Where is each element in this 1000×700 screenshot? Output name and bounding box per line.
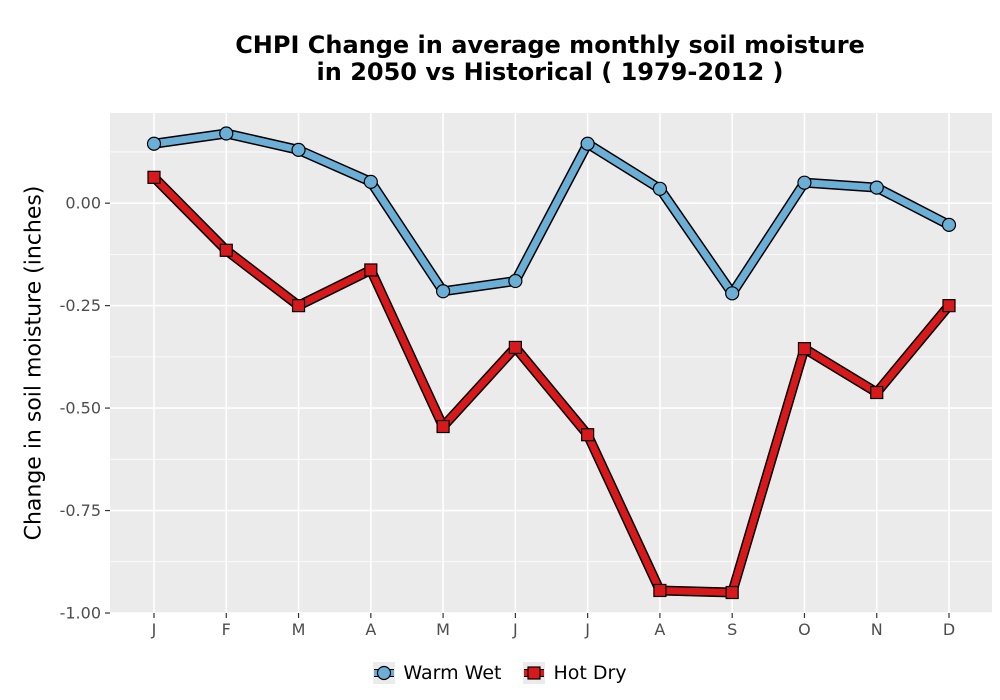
series-line xyxy=(150,173,953,597)
x-tick-label: D xyxy=(943,620,955,639)
data-point xyxy=(797,175,812,190)
data-point xyxy=(942,299,956,313)
y-tick-label: -1.00 xyxy=(60,604,101,623)
data-point xyxy=(580,136,595,151)
data-point xyxy=(508,340,522,355)
data-point xyxy=(941,217,957,232)
data-point xyxy=(436,419,450,434)
series-layer xyxy=(146,126,957,600)
data-point xyxy=(364,263,378,277)
data-point xyxy=(508,273,523,289)
legend-item: Hot Dry xyxy=(523,662,627,684)
y-tick-label: -0.50 xyxy=(60,399,101,418)
plot-panel xyxy=(110,113,992,613)
y-tick-label: -0.25 xyxy=(60,296,101,315)
legend-item: Warm Wet xyxy=(373,662,501,684)
square-marker-icon xyxy=(523,662,546,684)
data-point xyxy=(147,170,161,184)
data-point xyxy=(869,180,884,195)
x-tick-label: N xyxy=(871,620,883,639)
data-point xyxy=(435,284,451,299)
y-tick-label: -0.75 xyxy=(60,501,101,520)
data-point xyxy=(363,174,378,189)
data-point xyxy=(291,142,306,157)
x-tick-label: F xyxy=(222,620,231,639)
x-tick-label: S xyxy=(727,620,737,639)
data-point xyxy=(219,243,233,257)
x-tick-label: J xyxy=(584,620,590,639)
y-axis-ticks: 0.00 -0.25 -0.50 -0.75 -1.00 xyxy=(60,194,110,623)
grid-minor xyxy=(110,151,992,563)
data-point xyxy=(653,583,667,598)
x-tick-label: J xyxy=(151,620,157,639)
legend-label: Warm Wet xyxy=(403,662,502,684)
circle-marker-icon xyxy=(373,662,396,684)
data-point xyxy=(581,428,595,442)
legend-label: Hot Dry xyxy=(553,662,627,684)
legend: Warm Wet Hot Dry xyxy=(0,660,1000,686)
data-point xyxy=(291,299,306,313)
data-point xyxy=(146,136,162,151)
x-tick-label: A xyxy=(654,620,665,639)
data-point xyxy=(725,585,739,600)
x-tick-label: A xyxy=(365,620,376,639)
data-point xyxy=(725,286,740,301)
data-point xyxy=(652,181,668,196)
x-tick-label: M xyxy=(292,620,306,639)
grid-major xyxy=(110,113,992,614)
data-point xyxy=(870,385,884,400)
data-point xyxy=(797,342,812,356)
x-tick-label: O xyxy=(798,620,811,639)
chart-title: CHPI Change in average monthly soil mois… xyxy=(235,31,865,86)
data-point xyxy=(219,126,234,141)
y-tick-label: 0.00 xyxy=(65,194,101,213)
series-line xyxy=(150,129,953,297)
x-tick-label: J xyxy=(512,620,518,639)
x-tick-label: M xyxy=(436,620,450,639)
